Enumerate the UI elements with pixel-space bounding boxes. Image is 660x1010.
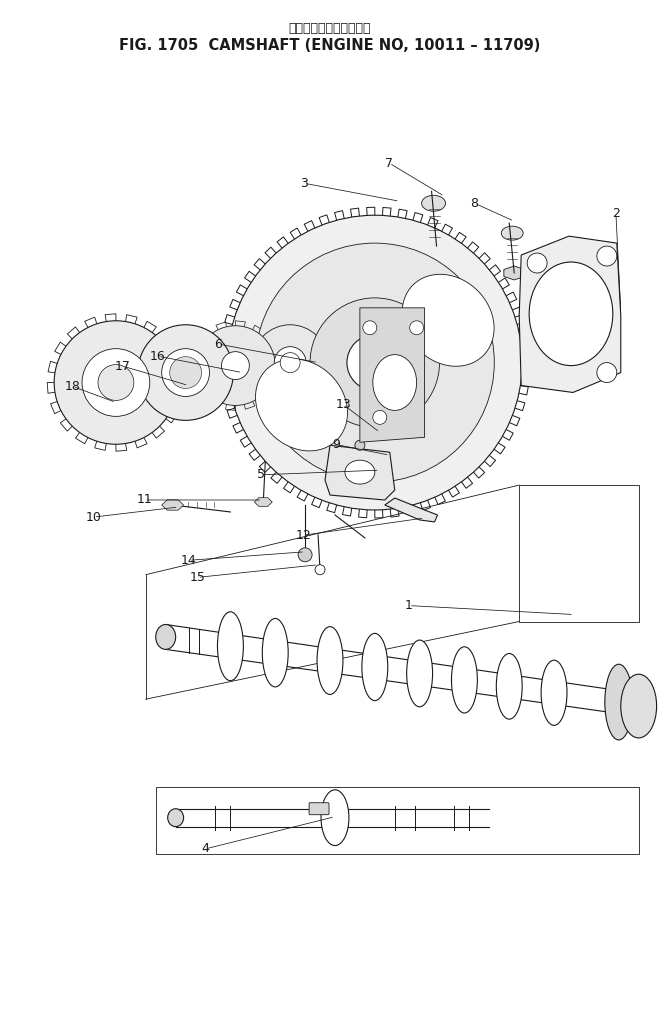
Ellipse shape bbox=[407, 640, 432, 707]
Text: 13: 13 bbox=[335, 398, 351, 411]
Text: 16: 16 bbox=[150, 349, 166, 363]
Ellipse shape bbox=[218, 612, 244, 681]
Ellipse shape bbox=[315, 565, 325, 575]
Text: FIG. 1705  CAMSHAFT (ENGINE NO, 10011 – 11709): FIG. 1705 CAMSHAFT (ENGINE NO, 10011 – 1… bbox=[119, 37, 541, 53]
Ellipse shape bbox=[280, 352, 300, 373]
Text: 2: 2 bbox=[612, 207, 620, 220]
Text: 18: 18 bbox=[65, 380, 81, 393]
Text: 8: 8 bbox=[471, 197, 478, 210]
Polygon shape bbox=[360, 308, 424, 442]
Polygon shape bbox=[426, 239, 447, 254]
FancyBboxPatch shape bbox=[309, 803, 329, 815]
Text: 12: 12 bbox=[296, 528, 312, 541]
Text: 7: 7 bbox=[385, 157, 393, 170]
Text: 14: 14 bbox=[181, 553, 197, 567]
Ellipse shape bbox=[496, 653, 522, 719]
Ellipse shape bbox=[597, 363, 617, 383]
Ellipse shape bbox=[228, 215, 522, 510]
Ellipse shape bbox=[222, 351, 249, 380]
Text: 6: 6 bbox=[214, 337, 222, 350]
Ellipse shape bbox=[170, 357, 201, 389]
Polygon shape bbox=[504, 266, 525, 280]
Ellipse shape bbox=[363, 321, 377, 334]
Polygon shape bbox=[254, 498, 272, 506]
Ellipse shape bbox=[502, 226, 523, 240]
Ellipse shape bbox=[262, 618, 288, 687]
Text: 10: 10 bbox=[85, 511, 102, 523]
Ellipse shape bbox=[422, 195, 446, 211]
Ellipse shape bbox=[345, 461, 375, 484]
Ellipse shape bbox=[362, 633, 388, 701]
Ellipse shape bbox=[275, 346, 306, 379]
Ellipse shape bbox=[255, 359, 347, 450]
Text: 5: 5 bbox=[257, 469, 265, 482]
Polygon shape bbox=[385, 498, 438, 522]
Ellipse shape bbox=[252, 325, 328, 400]
Text: カムシャフト　適用号機: カムシャフト 適用号機 bbox=[289, 22, 372, 34]
Text: 3: 3 bbox=[300, 177, 308, 190]
Polygon shape bbox=[519, 236, 621, 393]
Ellipse shape bbox=[298, 547, 312, 562]
Text: 4: 4 bbox=[201, 842, 209, 855]
Ellipse shape bbox=[54, 321, 178, 444]
Ellipse shape bbox=[355, 440, 365, 450]
Ellipse shape bbox=[168, 809, 183, 826]
Text: 9: 9 bbox=[333, 438, 341, 451]
Polygon shape bbox=[162, 500, 183, 510]
Ellipse shape bbox=[451, 646, 477, 713]
Ellipse shape bbox=[162, 348, 209, 397]
Polygon shape bbox=[325, 445, 395, 500]
Ellipse shape bbox=[255, 243, 494, 482]
Text: 1: 1 bbox=[405, 599, 412, 612]
Ellipse shape bbox=[347, 334, 403, 391]
Text: 11: 11 bbox=[137, 494, 152, 506]
Ellipse shape bbox=[527, 254, 547, 273]
Ellipse shape bbox=[373, 410, 387, 424]
Ellipse shape bbox=[138, 325, 234, 420]
Ellipse shape bbox=[156, 624, 176, 649]
Ellipse shape bbox=[541, 661, 567, 725]
Ellipse shape bbox=[621, 675, 657, 738]
Ellipse shape bbox=[373, 355, 416, 410]
Ellipse shape bbox=[317, 626, 343, 695]
Text: 15: 15 bbox=[189, 571, 205, 584]
Ellipse shape bbox=[605, 665, 633, 740]
Ellipse shape bbox=[529, 262, 612, 366]
Ellipse shape bbox=[402, 275, 494, 367]
Ellipse shape bbox=[82, 348, 150, 416]
Ellipse shape bbox=[310, 298, 440, 427]
Ellipse shape bbox=[597, 246, 617, 266]
Ellipse shape bbox=[98, 365, 134, 400]
Text: 17: 17 bbox=[115, 360, 131, 373]
Ellipse shape bbox=[410, 321, 424, 334]
Ellipse shape bbox=[195, 326, 275, 405]
Ellipse shape bbox=[321, 790, 349, 845]
